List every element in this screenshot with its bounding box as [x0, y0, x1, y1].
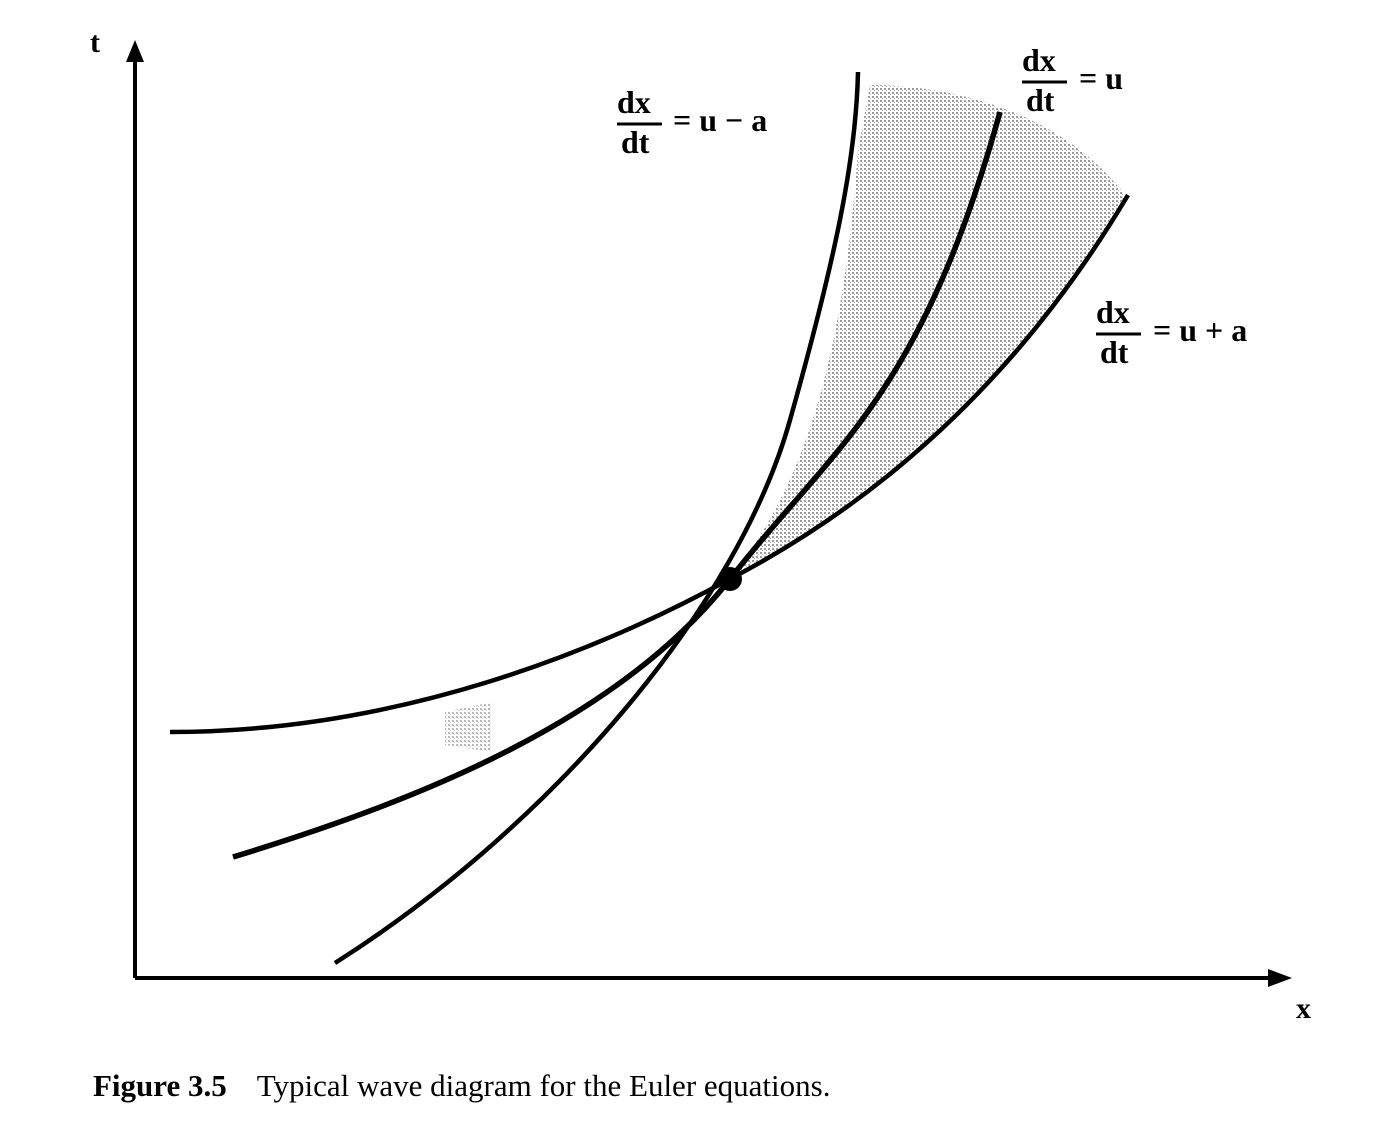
equation-u: dx dt = u: [1022, 42, 1123, 118]
eq-right-numerator: dx: [1096, 294, 1130, 330]
eq-middle-numerator: dx: [1022, 42, 1056, 78]
eq-left-numerator: dx: [617, 84, 651, 120]
t-axis-arrowhead: [126, 40, 144, 62]
eq-middle-denominator: dt: [1026, 82, 1055, 118]
shaded-wave-fan: [730, 85, 1125, 579]
characteristic-u-minus-a: [333, 71, 861, 965]
eq-left-rhs: = u − a: [673, 102, 767, 138]
figure-caption: Figure 3.5 Typical wave diagram for the E…: [93, 1068, 830, 1104]
eq-left-denominator: dt: [621, 124, 650, 160]
eq-right-denominator: dt: [1100, 334, 1129, 370]
t-axis-label: t: [90, 26, 100, 59]
equation-u-plus-a: dx dt = u + a: [1096, 294, 1247, 370]
shaded-patch-lower: [445, 702, 492, 752]
eq-middle-rhs: = u: [1079, 60, 1123, 96]
caption-label: Figure 3.5: [93, 1068, 227, 1103]
eq-right-rhs: = u + a: [1153, 312, 1247, 348]
intersection-point: [718, 567, 742, 591]
caption-text: Typical wave diagram for the Euler equat…: [256, 1068, 831, 1103]
x-axis-arrowhead: [1268, 969, 1292, 987]
equation-u-minus-a: dx dt = u − a: [617, 84, 767, 160]
x-axis-label: x: [1296, 992, 1311, 1025]
